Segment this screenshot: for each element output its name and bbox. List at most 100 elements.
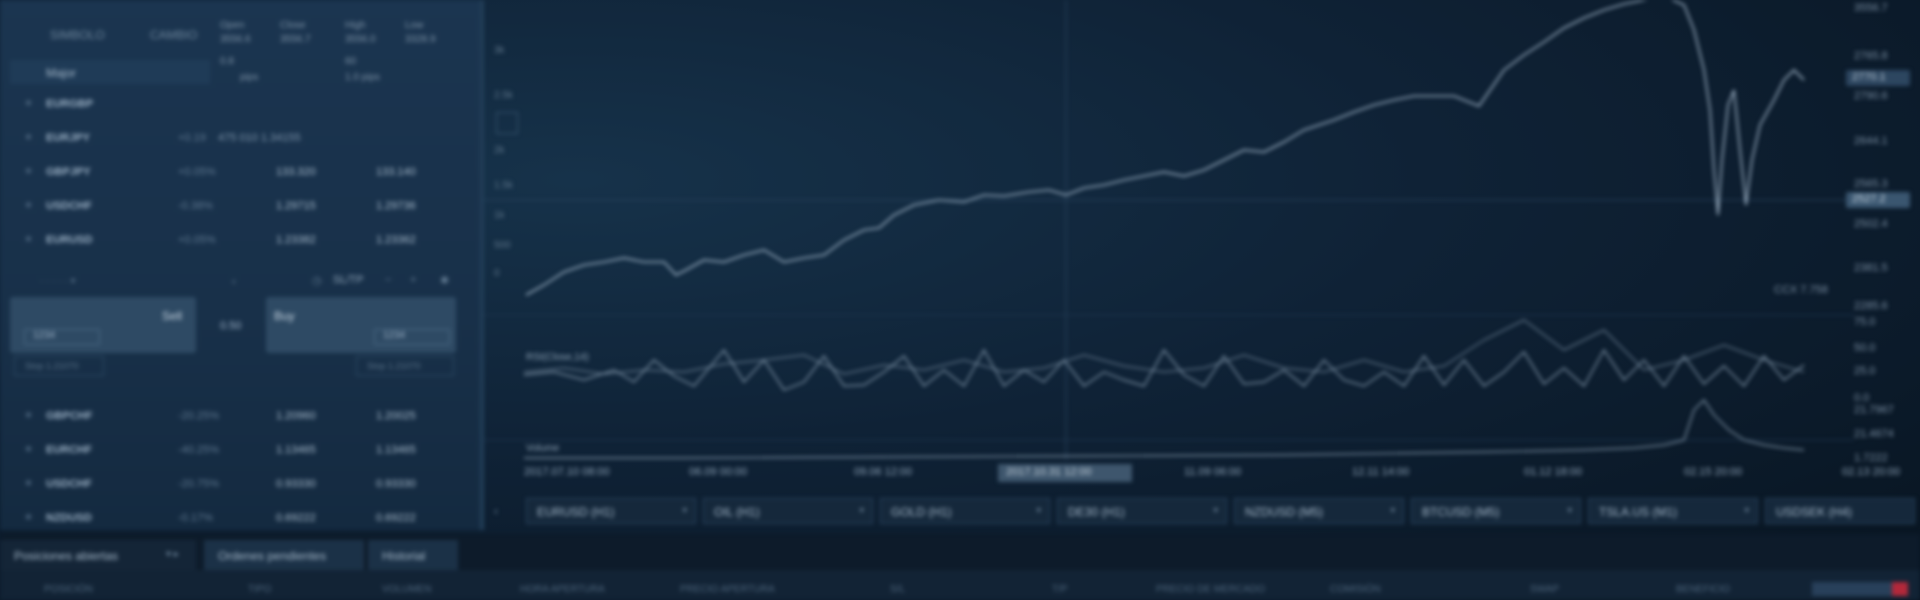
group-major[interactable]: Major	[10, 60, 210, 84]
bid-price[interactable]: 1.20960	[276, 410, 316, 422]
ask-price[interactable]: 1.23362	[376, 234, 416, 246]
x-tick-label: 02.13 20:00	[1842, 466, 1901, 478]
star-icon[interactable]: ★	[24, 98, 33, 109]
star-icon[interactable]: ★	[24, 512, 33, 523]
y-tick-label: 21.4674	[1854, 428, 1894, 440]
zoom-tool-icon[interactable]	[496, 112, 518, 134]
star-icon[interactable]: ★	[24, 132, 33, 143]
chart-tab[interactable]: DE30 (H1) ▾	[1057, 498, 1227, 524]
table-row[interactable]: ★ NZDUSD -0.17% 0.69222 0.69222	[0, 502, 470, 534]
star-icon[interactable]: ★	[24, 478, 33, 489]
ask-price[interactable]: 1.13465	[376, 444, 416, 456]
price-chart[interactable]: 3k 2.5k 2k 1.5k 1k 500 0 RSI(Close,14) V…	[484, 0, 1920, 524]
tab-history[interactable]: Historial	[368, 540, 458, 570]
table-row[interactable]: ★ USDCHF -0.38% 1.29715 1.29736	[0, 190, 470, 222]
column-header[interactable]: S/L	[890, 584, 906, 595]
bid-price[interactable]: 0.69222	[276, 512, 316, 524]
chart-tab[interactable]: NZDUSD (M5) ▾	[1234, 498, 1404, 524]
chart-tab-label: NZDUSD (M5)	[1245, 505, 1323, 519]
group-label: Major	[46, 66, 77, 80]
order-size[interactable]: 0.50	[220, 320, 242, 332]
bid-price[interactable]: 1.13465	[276, 444, 316, 456]
oscillator-line	[523, 319, 1805, 375]
chart-tab[interactable]: TSLA.US (M1) ▾	[1588, 498, 1758, 524]
toolbar-stepper[interactable]: ‹	[232, 276, 236, 288]
buy-button[interactable]: Buy 1234	[266, 297, 456, 353]
chevron-down-icon[interactable]: ▾	[1567, 505, 1572, 515]
column-header[interactable]: PRECIO APERTURA	[680, 584, 775, 595]
bid-price[interactable]: 0.93330	[276, 478, 316, 490]
chart-tab[interactable]: GOLD (H1) ▾	[880, 498, 1050, 524]
table-row[interactable]: ★ GBPJPY +0.05% 133.320 133.140	[0, 156, 470, 188]
sell-stop-field[interactable]: Stop 1.21070	[14, 356, 104, 376]
table-row[interactable]: ★ EURJPY +0.19 475 010 1.34155	[0, 122, 470, 154]
ask-price[interactable]: 0.69222	[376, 512, 416, 524]
buy-price: 1234	[374, 329, 450, 345]
chevron-down-icon[interactable]: ▾	[1744, 505, 1749, 515]
column-header[interactable]: SWAP	[1530, 584, 1560, 595]
chevron-down-icon[interactable]: ▾	[1036, 505, 1041, 515]
column-header[interactable]: PRECIO DE MERCADO	[1156, 584, 1265, 595]
y-tick-label: 2502.4	[1854, 218, 1888, 230]
column-header[interactable]: POSICIÓN	[44, 584, 93, 595]
column-header[interactable]: HORA APERTURA	[520, 584, 605, 595]
plus-icon[interactable]: +	[410, 274, 417, 286]
bid-price[interactable]: 133.320	[276, 166, 316, 178]
chart-tab[interactable]: EURUSD (H1) ▾	[526, 498, 696, 524]
minus-icon[interactable]: −	[385, 274, 392, 286]
bid-price[interactable]: 1.29715	[276, 200, 316, 212]
chevron-down-icon[interactable]: ▾	[682, 505, 687, 515]
chart-tab[interactable]: BTCUSD (M5) ▾	[1411, 498, 1581, 524]
crosshair-price-tag: 2527.2	[1846, 192, 1910, 208]
tab-change[interactable]: CAMBIO	[150, 28, 198, 42]
chart-tab[interactable]: OIL (H1) ▾	[703, 498, 873, 524]
table-row[interactable]: ★ EURCHF -40.25% 1.13465 1.13465	[0, 434, 470, 466]
sltp-label[interactable]: SL/TP	[333, 274, 364, 286]
column-header[interactable]: COMISIÓN	[1330, 584, 1381, 595]
chevron-left-icon[interactable]: ‹	[494, 504, 498, 518]
symbol-name: EURGBP	[46, 98, 94, 110]
star-icon[interactable]: ★	[24, 234, 33, 245]
star-icon[interactable]: ★	[24, 444, 33, 455]
table-row[interactable]: ★ USDCHF -20.75% 0.93330 0.93330	[0, 468, 470, 500]
chevron-down-icon[interactable]: ▾	[1390, 505, 1395, 515]
left-tick: 500	[494, 240, 511, 251]
tab-symbol[interactable]: SIMBOLO	[50, 28, 105, 42]
column-header[interactable]: BENEFICIO	[1676, 584, 1730, 595]
settings-icon[interactable]: ✱	[440, 275, 450, 287]
buy-stop-field[interactable]: Stop 1.21070	[356, 356, 454, 376]
indicator-stat: CCX 7.758	[1774, 284, 1828, 296]
change-value: -0.38%	[178, 200, 213, 212]
volume-line	[524, 399, 1805, 459]
profit-box	[1812, 582, 1892, 596]
ask-price[interactable]: 133.140	[376, 166, 416, 178]
chart-tab[interactable]: USDSEK (H4)	[1765, 498, 1915, 524]
x-tick-label: 11.09 06:00	[1184, 466, 1242, 478]
ask-price[interactable]: 1.20025	[376, 410, 416, 422]
star-icon[interactable]: ★	[24, 200, 33, 211]
buy-label: Buy	[274, 309, 295, 323]
chevron-down-icon[interactable]: ▾	[859, 505, 864, 515]
y-tick-label: 2565.3	[1854, 178, 1888, 190]
column-header[interactable]: T/P	[1052, 584, 1068, 595]
left-tick: 2.5k	[494, 90, 513, 101]
ask-price[interactable]: 1.29736	[376, 200, 416, 212]
table-row[interactable]: ★ EURUSD +0.05% 1.23382 1.23362	[0, 224, 470, 256]
sell-button[interactable]: Sell 1234	[10, 297, 196, 353]
column-header[interactable]: VOLUMEN	[382, 584, 432, 595]
change-value: +0.05%	[178, 166, 216, 178]
star-icon[interactable]: ★	[24, 410, 33, 421]
chart-canvas[interactable]	[484, 0, 1920, 492]
chevron-down-icon[interactable]: ▾	[1213, 505, 1218, 515]
tab-pending-orders[interactable]: Ordenes pendientes	[204, 540, 364, 570]
table-row[interactable]: ★ EURGBP	[0, 88, 470, 120]
column-header[interactable]: TIPO	[248, 584, 272, 595]
ask-price[interactable]: 0.93330	[376, 478, 416, 490]
star-icon[interactable]: ★	[24, 166, 33, 177]
chevron-down-icon[interactable]: ▾ ▸	[166, 549, 179, 560]
clock-icon[interactable]: ◷	[312, 275, 322, 287]
bid-price[interactable]: 1.23382	[276, 234, 316, 246]
tab-open-positions[interactable]: Posiciones abiertas ▾ ▸	[0, 540, 196, 570]
table-row[interactable]: ★ GBPCHF -20.25% 1.20960 1.20025	[0, 400, 470, 432]
change-value: +0.05%	[178, 234, 216, 246]
